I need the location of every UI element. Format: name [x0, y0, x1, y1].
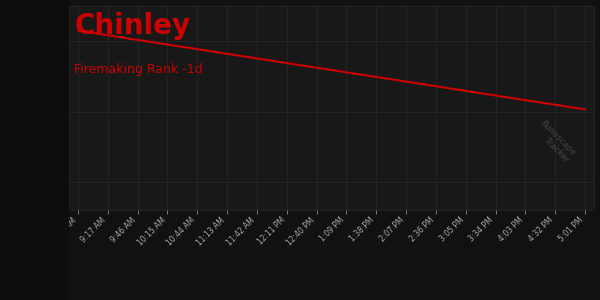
Text: Firemaking Rank -1d: Firemaking Rank -1d — [74, 63, 203, 76]
Text: Chinley: Chinley — [74, 12, 190, 40]
Text: Runescape
Tracker: Runescape Tracker — [532, 119, 578, 165]
